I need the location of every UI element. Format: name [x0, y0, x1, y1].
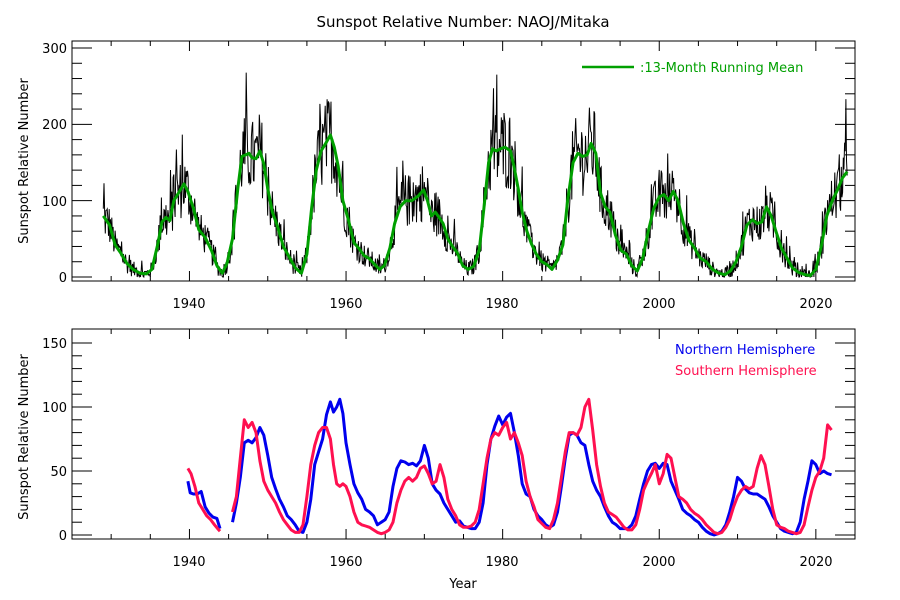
- northern-hemisphere-series: [186, 397, 832, 537]
- southern-hemisphere-line: [186, 467, 222, 533]
- bottom-y-axis-label: Sunspot Relative Number: [17, 353, 32, 519]
- northern-hemisphere-line: [231, 397, 832, 537]
- legend-south-label: Southern Hemisphere: [675, 364, 817, 379]
- x-tick-label: 2020: [799, 555, 832, 570]
- y-tick-label: 0: [59, 529, 67, 544]
- bottom-panel: 0 50 100 150 1940 1960 1980 2000 2020 Ye…: [17, 328, 856, 592]
- running-mean-series: [102, 133, 849, 277]
- bottom-y-tick-labels: 0 50 100 150: [42, 337, 67, 544]
- top-panel: 0 100 200 300 1940 1960 1980 2000 2020 S…: [17, 40, 856, 312]
- top-axis-ticks: [72, 41, 856, 281]
- chart-title: Sunspot Relative Number: NAOJ/Mitaka: [316, 13, 609, 31]
- y-tick-label: 150: [42, 337, 67, 352]
- x-tick-label: 2000: [642, 555, 675, 570]
- southern-hemisphere-series: [186, 397, 833, 536]
- northern-hemisphere-line: [186, 480, 222, 530]
- x-tick-label: 1980: [485, 297, 518, 312]
- y-tick-label: 300: [42, 42, 67, 57]
- bottom-axis-ticks: [72, 329, 856, 539]
- top-y-axis-label: Sunspot Relative Number: [17, 77, 32, 243]
- x-tick-label: 1940: [172, 555, 205, 570]
- top-plot-frame: [71, 40, 856, 282]
- x-tick-label: 1980: [485, 555, 518, 570]
- x-tick-label: 2020: [799, 297, 832, 312]
- top-x-tick-labels: 1940 1960 1980 2000 2020: [172, 297, 832, 312]
- x-tick-label: 2000: [642, 297, 675, 312]
- bottom-plot-frame: [71, 328, 856, 540]
- top-legend: :13-Month Running Mean: [582, 61, 803, 76]
- y-tick-label: 100: [42, 401, 67, 416]
- legend-mean-label: :13-Month Running Mean: [640, 61, 803, 76]
- bottom-legend: Northern Hemisphere Southern Hemisphere: [675, 343, 817, 379]
- y-tick-label: 100: [42, 195, 67, 210]
- y-tick-label: 0: [59, 271, 67, 286]
- legend-north-label: Northern Hemisphere: [675, 343, 815, 358]
- monthly-line: [102, 72, 848, 279]
- y-tick-label: 50: [50, 465, 67, 480]
- x-axis-label: Year: [448, 577, 477, 592]
- top-y-tick-labels: 0 100 200 300: [42, 42, 67, 286]
- x-tick-label: 1960: [329, 297, 362, 312]
- bottom-x-tick-labels: 1940 1960 1980 2000 2020: [172, 555, 832, 570]
- x-tick-label: 1960: [329, 555, 362, 570]
- running-mean-line: [102, 133, 849, 277]
- southern-hemisphere-line: [231, 397, 833, 536]
- x-tick-label: 1940: [172, 297, 205, 312]
- y-tick-label: 200: [42, 118, 67, 133]
- monthly-series: [102, 72, 848, 279]
